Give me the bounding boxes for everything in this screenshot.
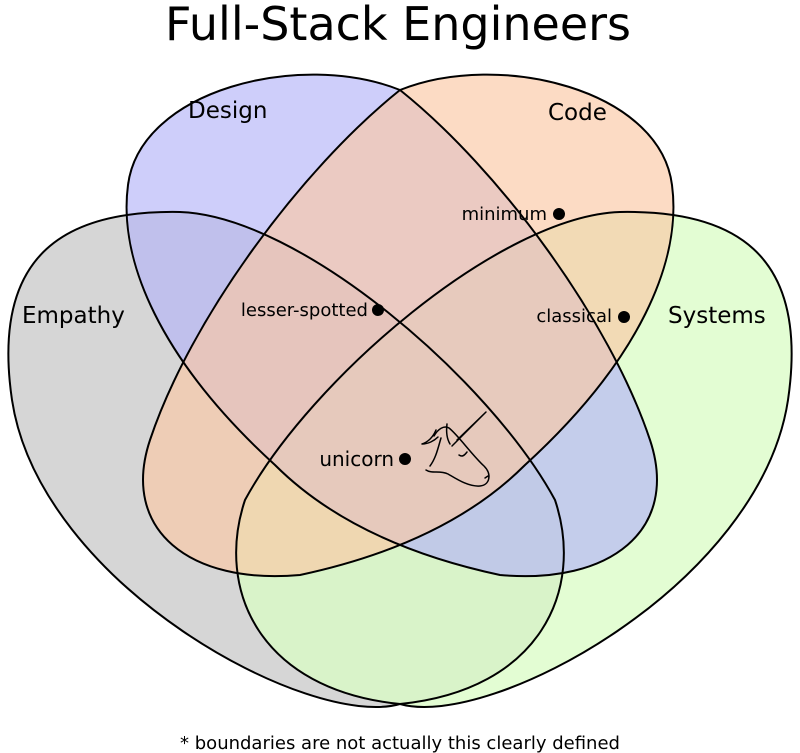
set-code-outline [142,73,675,578]
footnote: * boundaries are not actually this clear… [180,733,620,753]
set-empathy-outline [7,210,565,709]
point-lesser-spotted [372,304,384,316]
point-unicorn [399,453,411,465]
set-label-code: Code [548,100,607,126]
set-label-empathy: Empathy [22,303,125,329]
set-systems-outline [235,210,793,709]
point-label-classical: classical [536,306,612,327]
point-label-lesser-spotted: lesser-spotted [241,300,368,321]
set-label-systems: Systems [668,303,766,329]
set-design-outline [125,73,658,578]
point-label-minimum: minimum [462,204,547,225]
point-minimum [553,208,565,220]
set-label-design: Design [188,98,267,124]
point-classical [618,311,630,323]
point-label-unicorn: unicorn [319,447,394,471]
diagram-title: Full-Stack Engineers [165,0,631,51]
unicorn-head-icon [421,411,490,487]
